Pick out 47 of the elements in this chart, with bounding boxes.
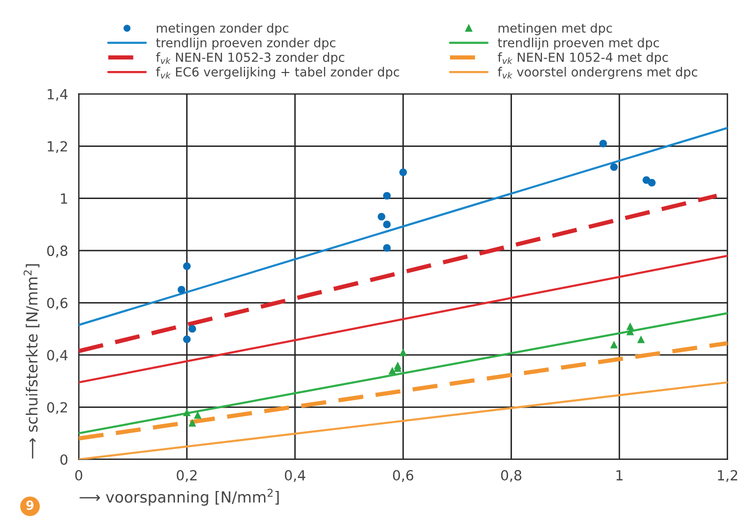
legend-label: f$_{vk}$ NEN-EN 1052-4 met dpc <box>498 52 668 64</box>
legend-label: f$_{vk}$ EC6 vergelijking + tabel zonder dpc <box>156 66 400 80</box>
point <box>183 408 191 416</box>
point <box>637 335 645 344</box>
y-tick-label: 1 <box>61 194 68 204</box>
point <box>383 220 391 228</box>
x-tick-label: 1,2 <box>718 470 738 482</box>
point <box>178 286 186 294</box>
legend-label: f$_{vk}$ NEN-EN 1052-3 zonder dpc <box>156 52 344 64</box>
y-tick-label: 0,2 <box>47 402 67 414</box>
x-axis-title: ⟶ voorspanning [N/mm$^{2}$] <box>80 488 279 506</box>
point <box>183 262 191 270</box>
y-tick-label: 0 <box>60 454 68 465</box>
y-tick-label: 0,8 <box>47 246 68 258</box>
legend-label: metingen zonder dpc <box>156 23 288 36</box>
point <box>626 322 634 330</box>
y-axis-title: ⟶ schuifsterkte [N/mm$^{2}$] <box>24 264 40 458</box>
point <box>194 411 202 419</box>
legend-label: trendlijn proeven zonder dpc <box>156 38 336 50</box>
point <box>599 140 607 148</box>
point <box>188 419 196 427</box>
x-tick-label: 1 <box>616 470 623 480</box>
legend-label: f$_{vk}$ voorstel ondergrens met dpc <box>498 66 698 80</box>
point <box>383 192 391 200</box>
point <box>399 168 407 176</box>
y-tick-label: 0,6 <box>47 298 68 310</box>
x-tick-label: 0,4 <box>284 470 306 482</box>
x-tick-label: 0,8 <box>501 470 522 482</box>
legend-label: trendlijn proeven met dpc <box>498 38 659 50</box>
point <box>610 163 618 171</box>
point <box>394 362 402 370</box>
text: 9 <box>26 500 34 510</box>
x-tick-label: 0,6 <box>392 470 414 482</box>
y-tick-label: 1,2 <box>48 141 67 154</box>
y-tick-label: 0,4 <box>47 350 68 362</box>
point <box>378 212 386 220</box>
point <box>399 348 407 356</box>
point <box>383 244 391 252</box>
x-tick-label: 0 <box>75 470 82 481</box>
point <box>188 325 196 333</box>
point <box>648 178 656 187</box>
legend-label: metingen met dpc <box>498 23 612 36</box>
point <box>610 340 618 348</box>
point <box>388 366 396 374</box>
y-tick-label: 1,4 <box>48 89 68 101</box>
point <box>183 335 191 344</box>
x-tick-label: 0,2 <box>176 470 197 482</box>
